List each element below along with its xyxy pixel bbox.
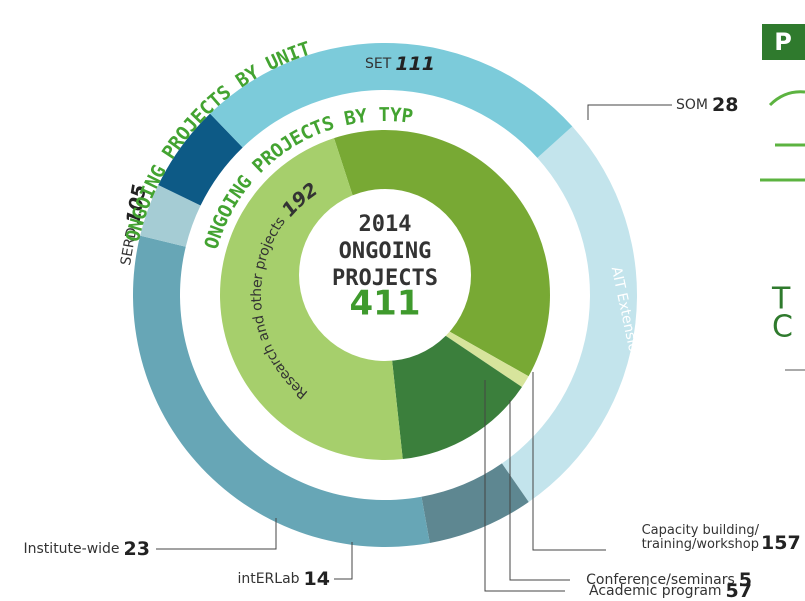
leader-line [484, 380, 565, 592]
callout-label: Capacity building/ training/workshop [641, 523, 759, 552]
center-title: 2014 [359, 212, 412, 237]
callout-name: Academic program [589, 583, 722, 599]
segment-name: Institute-wide [24, 541, 120, 557]
segment-value: 111 [395, 53, 435, 75]
segment-value: 14 [304, 568, 330, 590]
side-text: C [772, 310, 793, 345]
leader-line [587, 104, 672, 120]
callout-name: Conference/seminars [586, 572, 735, 588]
segment-label: intERLab 14 [237, 568, 330, 590]
center-circle [299, 189, 471, 361]
ring-segment [210, 42, 573, 158]
callout-value: 57 [726, 580, 752, 601]
ring-segment [133, 235, 430, 548]
side-text: T [771, 282, 791, 317]
callout-value: 5 [739, 569, 752, 591]
center-total: 411 [350, 284, 421, 324]
leader-line [156, 518, 277, 550]
segment-name: SET [365, 56, 392, 72]
callout-value: 157 [761, 532, 801, 554]
segment-name: SERD [118, 226, 140, 266]
callout-label: Academic program 57 [589, 580, 752, 601]
segment-label: Institute-wide 23 [24, 538, 150, 560]
center-title: PROJECTS [332, 266, 438, 291]
leader-line [532, 372, 606, 551]
segment-value: 23 [124, 538, 150, 560]
ring-segment [158, 113, 243, 206]
segment-label: SET 111 [365, 53, 435, 75]
leader-line [334, 542, 353, 580]
ring-segment [140, 184, 201, 247]
ring-segment [421, 463, 529, 543]
leader-line [509, 400, 570, 581]
segment-name: intERLab [237, 571, 299, 587]
center-title: ONGOING [339, 239, 432, 264]
segment-value: 28 [712, 94, 738, 116]
segment-label: SOM 28 [676, 94, 738, 116]
side-box [762, 24, 805, 60]
segment-name: SOM [676, 97, 708, 113]
side-text: P [774, 28, 792, 56]
ring-segment [501, 126, 637, 502]
side-decor [760, 90, 805, 182]
callout-label: Conference/seminars 5 [586, 569, 752, 591]
segment-value: 130 [626, 362, 656, 405]
